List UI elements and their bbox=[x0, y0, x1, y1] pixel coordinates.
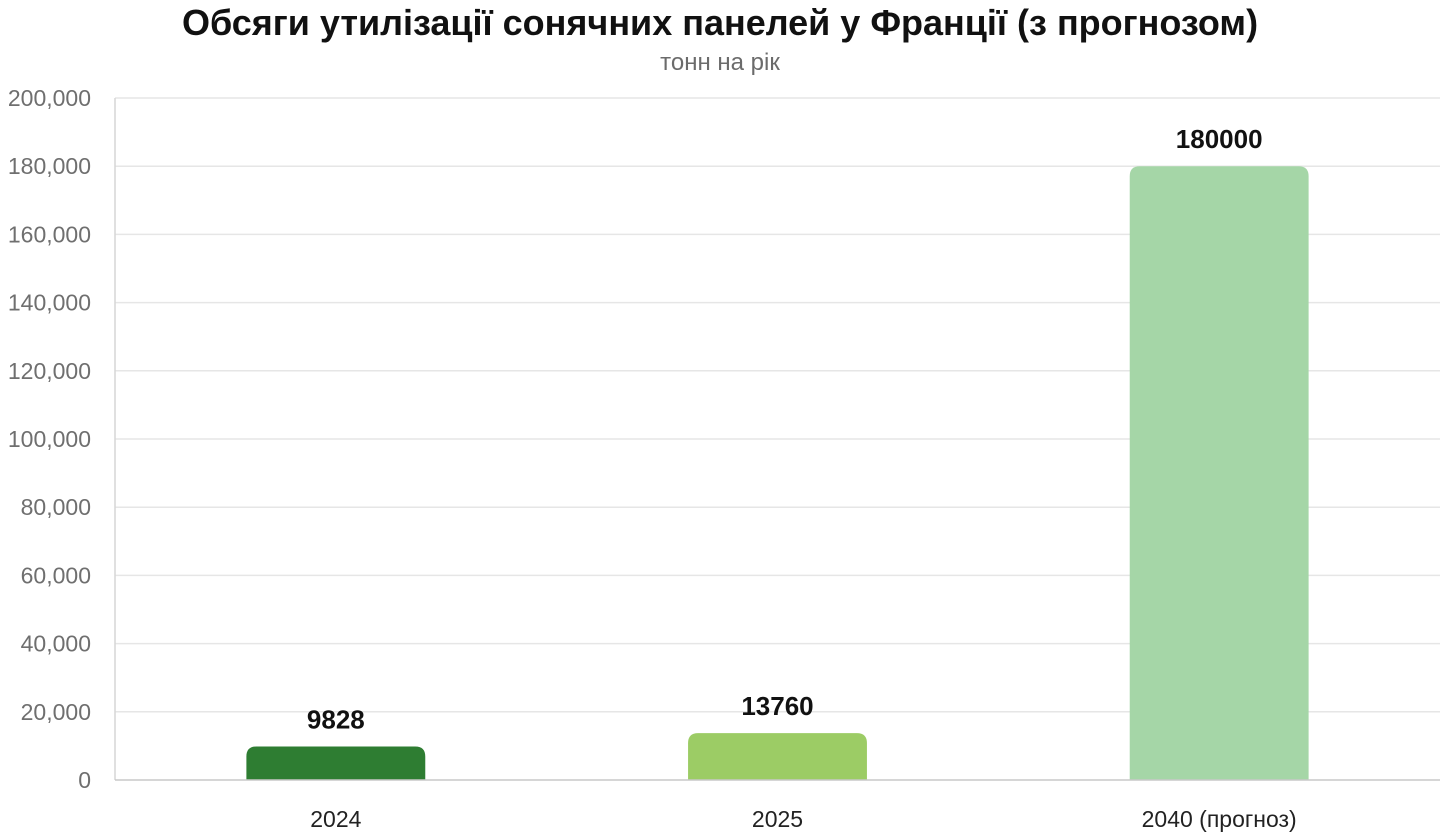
y-tick-label: 0 bbox=[78, 767, 91, 793]
chart-subtitle: тонн на рік bbox=[660, 49, 780, 76]
bar-2025 bbox=[688, 733, 867, 780]
x-axis-category-labels: 2024 2025 2040 (прогноз) bbox=[310, 806, 1296, 832]
y-tick-label: 100,000 bbox=[8, 426, 91, 452]
bar-2040 bbox=[1129, 166, 1309, 780]
y-axis-tick-labels: 0 20,000 40,000 60,000 80,000 100,000 120,000 1… bbox=[8, 85, 91, 793]
bar-2024 bbox=[246, 746, 426, 780]
y-tick-label: 20,000 bbox=[21, 699, 91, 725]
data-labels: 9828 13760 180000 bbox=[307, 124, 1263, 734]
x-category-label: 2040 (прогноз) bbox=[1142, 806, 1297, 832]
y-tick-label: 140,000 bbox=[8, 290, 91, 316]
y-tick-label: 200,000 bbox=[8, 85, 91, 111]
chart-title: Обсяги утилізації сонячних панелей у Фра… bbox=[181, 2, 1259, 43]
data-label: 9828 bbox=[307, 704, 365, 734]
y-tick-label: 180,000 bbox=[8, 153, 91, 179]
data-label: 13760 bbox=[741, 691, 813, 721]
y-tick-label: 160,000 bbox=[8, 221, 91, 247]
y-tick-label: 120,000 bbox=[8, 358, 91, 384]
data-label: 180000 bbox=[1176, 124, 1263, 154]
y-tick-label: 80,000 bbox=[21, 494, 91, 520]
y-tick-label: 60,000 bbox=[21, 562, 91, 588]
y-tick-label: 40,000 bbox=[21, 631, 91, 657]
bars bbox=[246, 166, 1309, 780]
x-category-label: 2025 bbox=[752, 806, 803, 832]
x-category-label: 2024 bbox=[310, 806, 361, 832]
